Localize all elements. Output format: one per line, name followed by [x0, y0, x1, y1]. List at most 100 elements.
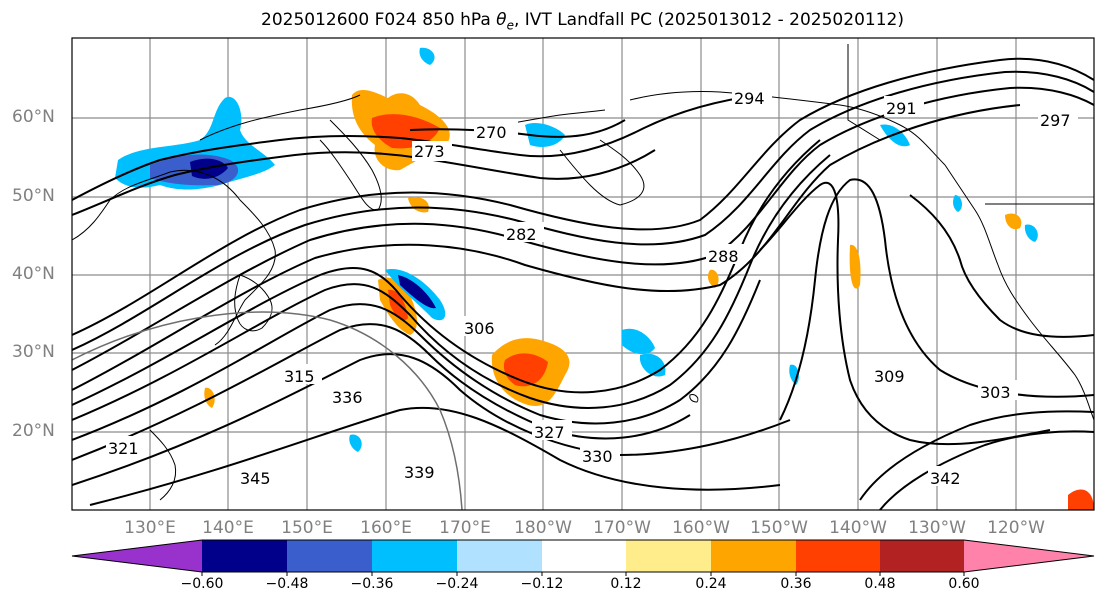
- anomaly-blue-aleutian: [525, 123, 565, 147]
- contour-17: [72, 149, 656, 216]
- lat-label-40n: 40°N: [12, 264, 55, 284]
- contour-4: [72, 104, 1021, 391]
- lon-label-170w: 170°W: [593, 518, 651, 538]
- lon-label-160e: 160°E: [360, 518, 412, 538]
- lon-label-150w: 150°W: [750, 518, 808, 538]
- anomaly-navy-japan: [398, 275, 436, 309]
- lon-label-140e: 140°E: [202, 518, 254, 538]
- contour-18: [409, 119, 626, 138]
- lon-label-180w: 180°W: [514, 518, 572, 538]
- lat-label-30n: 30°N: [12, 342, 55, 362]
- contour-label-339: 339: [404, 463, 435, 482]
- contour-label-321: 321: [108, 439, 139, 458]
- lat-label-50n: 50°N: [12, 186, 55, 206]
- contour-label-288: 288: [708, 247, 739, 266]
- contour-label-309: 309: [874, 367, 905, 386]
- colorbar-bin-8: [796, 540, 880, 572]
- anomaly-blue-small-4: [1024, 224, 1038, 242]
- contour-label-315: 315: [284, 367, 315, 386]
- contour-6: [72, 154, 831, 421]
- colorbar-bin-9: [880, 540, 964, 572]
- lon-label-130e: 130°E: [124, 518, 176, 538]
- colorbar-label-048: 0.48: [864, 576, 896, 592]
- coast-hawaii: [689, 394, 699, 403]
- colorbar-bin-6: [626, 540, 711, 572]
- colorbar-extend-high: [964, 540, 1094, 572]
- contour-13: [859, 410, 1094, 501]
- contour-2: [72, 70, 1094, 351]
- contour-label-306: 306: [464, 319, 495, 338]
- contour-8: [72, 323, 691, 461]
- anomaly-orange-small-4: [707, 269, 719, 288]
- anomaly-blue-north: [419, 47, 435, 65]
- colorbar-label-012: 0.12: [610, 576, 642, 592]
- border-canada-us: [847, 44, 881, 141]
- anomaly-orange-west-coast: [1005, 213, 1022, 230]
- coast-philippines: [149, 429, 177, 501]
- anomaly-red-japan: [388, 289, 408, 321]
- contour-label-294: 294: [734, 89, 765, 108]
- anomaly-blue-small-1: [953, 195, 962, 212]
- coast-japan: [234, 274, 273, 332]
- figure-title: 2025012600 F024 850 hPa θe, IVT Landfall…: [0, 10, 1105, 32]
- coast-okhotsk-north: [199, 94, 361, 141]
- lon-label-150e: 150°E: [281, 518, 333, 538]
- contour-16: [72, 94, 761, 201]
- anomaly-blue-east-pacific: [622, 328, 655, 355]
- anomaly-blue-gulf: [880, 124, 910, 147]
- lon-label-120w: 120°W: [987, 518, 1045, 538]
- coast-na-west: [944, 164, 1094, 421]
- lon-label-140w: 140°W: [829, 518, 887, 538]
- contour-label-336: 336: [332, 388, 363, 407]
- title-theta: θ: [496, 10, 507, 30]
- colorbar-bin-5: [542, 540, 626, 572]
- contour-label-273: 273: [414, 142, 445, 161]
- lon-label-130w: 130°W: [908, 518, 966, 538]
- anomaly-orange-small-2: [849, 244, 861, 289]
- title-theta-sub: e: [506, 18, 514, 33]
- colorbar-label-036: 0.36: [780, 576, 812, 592]
- anomaly-blue-small-3: [349, 434, 362, 452]
- contour-label-291: 291: [886, 99, 917, 118]
- contour-label-345: 345: [240, 469, 271, 488]
- anomaly-dark-kamchatka: [190, 158, 228, 179]
- colorbar-extend-low: [72, 540, 202, 572]
- contour-label-327: 327: [534, 423, 565, 442]
- contour-10: [89, 406, 781, 506]
- contour-11: [759, 182, 1051, 446]
- colorbar-bin-2: [287, 540, 372, 572]
- lon-label-160w: 160°W: [672, 518, 730, 538]
- colorbar-label-024: 0.24: [695, 576, 727, 592]
- coast-alaska-west: [559, 139, 645, 206]
- contour-label-342: 342: [930, 469, 961, 488]
- contour-label-270: 270: [476, 123, 507, 142]
- colorbar-label-neg060: −0.60: [180, 576, 224, 592]
- title-rest: , IVT Landfall PC (2025013012 - 20250201…: [513, 10, 904, 30]
- colorbar-bin-7: [711, 540, 796, 572]
- lat-label-20n: 20°N: [12, 421, 55, 441]
- lat-label-60n: 60°N: [12, 107, 55, 127]
- contour-7: [72, 279, 761, 441]
- coast-alaska: [629, 91, 946, 166]
- anomaly-red-corner: [1068, 489, 1094, 510]
- contour-12: [779, 178, 1094, 421]
- colorbar-label-neg036: −0.36: [350, 576, 394, 592]
- great-circle-arc: [72, 311, 463, 510]
- title-main: 2025012600 F024 850 hPa: [261, 10, 497, 30]
- contour-labels: 270 273 282 288 291 294 297 303 306 309 …: [106, 86, 1078, 488]
- contour-label-303: 303: [980, 383, 1011, 402]
- colorbar-label-060: 0.60: [948, 576, 980, 592]
- contour-label-297: 297: [1040, 111, 1071, 130]
- contour-3: [72, 86, 1094, 371]
- colorbar-bin-4: [457, 540, 542, 572]
- contour-14: [879, 430, 1094, 510]
- contour-9: [72, 353, 791, 486]
- contour-1: [72, 57, 1094, 336]
- colorbar-label-neg024: −0.24: [435, 576, 479, 592]
- colorbar-label-neg048: −0.48: [265, 576, 309, 592]
- theta-e-contours: [72, 57, 1094, 510]
- colorbar-bin-3: [372, 540, 457, 572]
- colorbar-bin-1: [202, 540, 287, 572]
- contour-label-330: 330: [582, 447, 613, 466]
